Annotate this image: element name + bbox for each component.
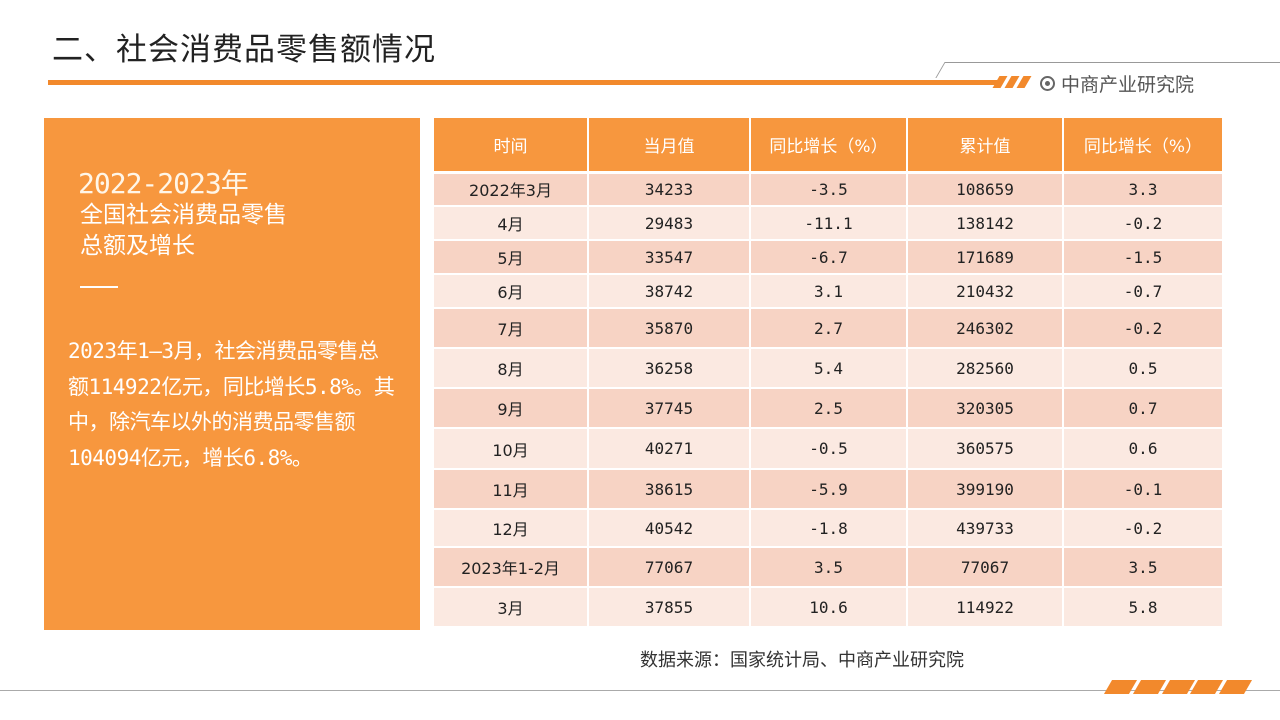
table-cell: 210432 (907, 274, 1064, 309)
table-cell: 5.4 (750, 348, 908, 389)
header-monthly-growth: 同比增长（%） (750, 118, 908, 174)
table-cell: 138142 (907, 206, 1064, 241)
table-cell: 38615 (588, 469, 751, 510)
table-cell: 282560 (907, 348, 1064, 389)
table-cell: 35870 (588, 308, 751, 349)
table-cell: 29483 (588, 206, 751, 241)
table-cell: -1.5 (1063, 240, 1222, 275)
table-cell: -0.5 (750, 428, 908, 470)
table-cell: 114922 (907, 587, 1064, 628)
brand-target-icon (1040, 76, 1055, 91)
table-cell: 7月 (434, 308, 589, 349)
table-cell: -0.1 (1063, 469, 1222, 510)
table-cell: 4月 (434, 206, 589, 241)
summary-heading-line1: 全国社会消费品零售 (80, 202, 287, 228)
table-cell: 12月 (434, 509, 589, 548)
table-row: 8月 36258 5.4 282560 0.5 (434, 348, 1222, 389)
table-cell: 36258 (588, 348, 751, 389)
table-cell: 77067 (588, 547, 751, 588)
table-row: 9月 37745 2.5 320305 0.7 (434, 388, 1222, 429)
summary-panel: 2022-2023年 全国社会消费品零售 总额及增长 2023年1—3月，社会消… (44, 118, 420, 630)
table-row: 12月 40542 -1.8 439733 -0.2 (434, 509, 1222, 548)
table-cell: 0.7 (1063, 388, 1222, 429)
brand-logo: 中商产业研究院 (1040, 70, 1194, 97)
table-cell: 3.3 (1063, 172, 1222, 207)
table-cell: 0.6 (1063, 428, 1222, 470)
table-header-row: 时间 当月值 同比增长（%） 累计值 同比增长（%） (434, 118, 1222, 174)
table-row: 3月 37855 10.6 114922 5.8 (434, 587, 1222, 628)
table-cell: -0.2 (1063, 509, 1222, 548)
table-cell: -3.5 (750, 172, 908, 207)
table-cell: -0.2 (1063, 206, 1222, 241)
table-cell: 2023年1-2月 (434, 547, 589, 588)
table-cell: 3月 (434, 587, 589, 628)
table-cell: 8月 (434, 348, 589, 389)
table-cell: 246302 (907, 308, 1064, 349)
table-cell: 399190 (907, 469, 1064, 510)
table-cell: 5月 (434, 240, 589, 275)
table-cell: 37745 (588, 388, 751, 429)
table-cell: 2022年3月 (434, 172, 589, 207)
table-cell: 3.1 (750, 274, 908, 309)
table-cell: -6.7 (750, 240, 908, 275)
table-cell: 360575 (907, 428, 1064, 470)
summary-heading: 全国社会消费品零售 总额及增长 (80, 200, 380, 262)
table-cell: -5.9 (750, 469, 908, 510)
table-cell: 2.5 (750, 388, 908, 429)
table-cell: 320305 (907, 388, 1064, 429)
table-cell: 11月 (434, 469, 589, 510)
header-monthly-value: 当月值 (588, 118, 751, 174)
table-row: 6月 38742 3.1 210432 -0.7 (434, 274, 1222, 309)
table-cell: 0.5 (1063, 348, 1222, 389)
header-divider-slant (935, 62, 946, 78)
table-cell: 34233 (588, 172, 751, 207)
table-cell: -0.2 (1063, 308, 1222, 349)
header-divider-thin (945, 62, 1280, 63)
table-cell: 37855 (588, 587, 751, 628)
table-cell: 10月 (434, 428, 589, 470)
table-row: 5月 33547 -6.7 171689 -1.5 (434, 240, 1222, 275)
table-cell: 40542 (588, 509, 751, 548)
header-time: 时间 (434, 118, 589, 174)
table-cell: 3.5 (750, 547, 908, 588)
table-cell: 171689 (907, 240, 1064, 275)
summary-heading-line2: 总额及增长 (80, 233, 195, 259)
table-row: 7月 35870 2.7 246302 -0.2 (434, 308, 1222, 349)
footer-line (0, 690, 1280, 691)
summary-text: 2023年1—3月，社会消费品零售总额114922亿元，同比增长5.8%。其中，… (68, 339, 395, 470)
table-cell: 439733 (907, 509, 1064, 548)
table-row: 11月 38615 -5.9 399190 -0.1 (434, 469, 1222, 510)
header-cumulative-growth: 同比增长（%） (1063, 118, 1222, 174)
table-row: 2023年1-2月 77067 3.5 77067 3.5 (434, 547, 1222, 588)
table-cell: 108659 (907, 172, 1064, 207)
table-cell: 5.8 (1063, 587, 1222, 628)
table-cell: 38742 (588, 274, 751, 309)
title-stripes-decoration (992, 76, 1032, 88)
table-cell: 33547 (588, 240, 751, 275)
summary-divider (80, 286, 118, 288)
retail-sales-table: 时间 当月值 同比增长（%） 累计值 同比增长（%） 2022年3月 34233-… (434, 118, 1222, 628)
table-cell: 77067 (907, 547, 1064, 588)
footer-stripes-decoration (1103, 680, 1253, 694)
title-underline (48, 80, 1000, 85)
table-cell: 9月 (434, 388, 589, 429)
table-cell: 2.7 (750, 308, 908, 349)
table-cell: 6月 (434, 274, 589, 309)
data-source: 数据来源：国家统计局、中商产业研究院 (640, 650, 964, 671)
brand-name: 中商产业研究院 (1061, 74, 1195, 96)
page-title: 二、社会消费品零售额情况 (52, 32, 436, 68)
table-row: 10月 40271 -0.5 360575 0.6 (434, 428, 1222, 470)
table-cell: -11.1 (750, 206, 908, 241)
summary-year: 2022-2023年 (78, 167, 249, 200)
table-row: 2022年3月 34233 -3.5 108659 3.3 (434, 172, 1222, 207)
table-row: 4月 29483 -11.1 138142 -0.2 (434, 206, 1222, 241)
table-cell: 3.5 (1063, 547, 1222, 588)
table-cell: -0.7 (1063, 274, 1222, 309)
header-cumulative-value: 累计值 (907, 118, 1064, 174)
table-cell: 10.6 (750, 587, 908, 628)
table-cell: 40271 (588, 428, 751, 470)
table-cell: -1.8 (750, 509, 908, 548)
